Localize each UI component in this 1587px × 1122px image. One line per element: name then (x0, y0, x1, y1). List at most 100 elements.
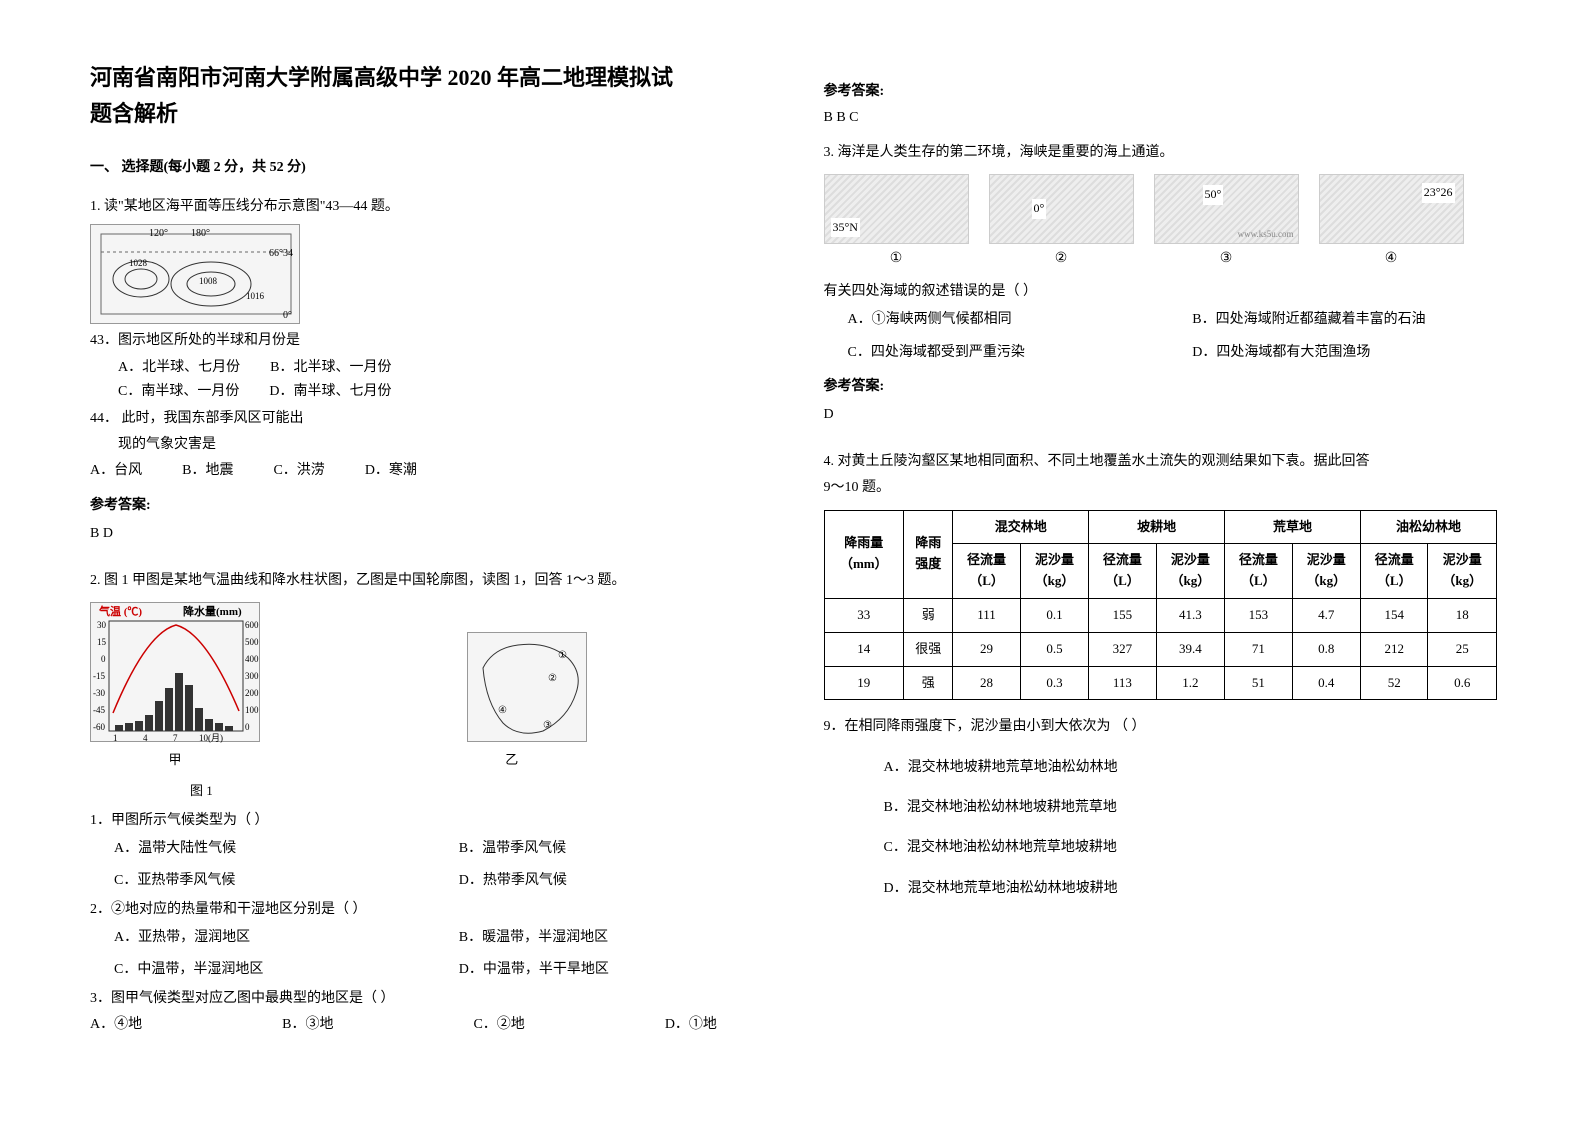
china-map-placeholder: ① ② ③ ④ (467, 632, 587, 742)
right-column: 参考答案: B B C 3. 海洋是人类生存的第二环境，海峡是重要的海上通道。 … (824, 60, 1498, 1082)
sub-runoff-3: 径流量（L） (1225, 544, 1292, 599)
table-cell: 52 (1361, 666, 1428, 700)
table-cell: 很强 (904, 632, 953, 666)
col-intensity: 降雨 强度 (904, 510, 953, 598)
svg-text:15: 15 (97, 637, 107, 647)
q1-stem: 1. 读"某地区海平面等压线分布示意图"43—44 题。 (90, 196, 764, 218)
watermark: www.ks5u.com (1238, 227, 1294, 241)
table-row: 33弱1110.115541.31534.715418 (824, 598, 1497, 632)
svg-text:500: 500 (245, 637, 259, 647)
q3-stem: 3. 海洋是人类生存的第二环境，海峡是重要的海上通道。 (824, 142, 1498, 164)
q2-3-opt-b: B．③地 (282, 1014, 333, 1036)
col-grassland: 荒草地 (1225, 510, 1361, 544)
q2-2-opt-a: A．亚热带，湿润地区 (114, 927, 419, 949)
contour-map-svg: 120° 180° 66°34 0° 1028 1008 1016 (91, 224, 299, 324)
sub-runoff-4: 径流量（L） (1361, 544, 1428, 599)
svg-text:66°34: 66°34 (269, 248, 293, 259)
q2-3-opt-a: A．④地 (90, 1014, 142, 1036)
q3-options: A．①海峡两侧气候都相同 B．四处海域附近都蕴藏着丰富的石油 C．四处海域都受到… (848, 309, 1498, 364)
question-3: 3. 海洋是人类生存的第二环境，海峡是重要的海上通道。 35°N ① 0° ② … (824, 138, 1498, 431)
q2-sub2: 2．②地对应的热量带和干湿地区分别是（ ） (90, 899, 764, 921)
q3-opt-c: C．四处海域都受到严重污染 (848, 342, 1153, 364)
strait-1-block: 35°N ① (824, 174, 969, 270)
q1-sub43: 43．图示地区所处的半球和月份是 (90, 330, 764, 352)
climate-chart-svg: 气温 (℃) 降水量(mm) 3015 0-15 -30-45 -60 6005… (91, 603, 261, 743)
strait-4-block: 23°26 ④ (1319, 174, 1464, 270)
table-cell: 51 (1225, 666, 1292, 700)
q2-3-opt-d: D．①地 (665, 1014, 717, 1036)
q2-sub1-options: A．温带大陆性气候 B．温带季风气候 C．亚热带季风气候 D．热带季风气候 (114, 838, 764, 893)
q1-43-opt-a: A．北半球、七月份 (118, 357, 240, 379)
svg-text:400: 400 (245, 654, 259, 664)
sub-runoff-2: 径流量（L） (1089, 544, 1156, 599)
question-1: 1. 读"某地区海平面等压线分布示意图"43—44 题。 120° 180° 6… (90, 192, 764, 550)
question-2: 2. 图 1 甲图是某地气温曲线和降水柱状图，乙图是中国轮廓图，读图 1，回答 … (90, 566, 764, 1039)
svg-text:1016: 1016 (246, 291, 265, 301)
q2-sub3: 3．图甲气候类型对应乙图中最典型的地区是（ ） (90, 988, 764, 1010)
svg-text:0: 0 (245, 722, 250, 732)
q1-answer: B D (90, 523, 764, 545)
table-body: 33弱1110.115541.31534.71541814很强290.53273… (824, 598, 1497, 699)
q2-sub2-options: A．亚热带，湿润地区 B．暖温带，半湿润地区 C．中温带，半湿润地区 D．中温带… (114, 927, 764, 982)
svg-text:10(月): 10(月) (199, 733, 223, 743)
caption-jia: 甲 (168, 750, 181, 771)
table-cell: 0.5 (1020, 632, 1088, 666)
table-cell: 41.3 (1156, 598, 1224, 632)
svg-text:180°: 180° (191, 228, 210, 239)
q2-2-opt-b: B．暖温带，半湿润地区 (459, 927, 764, 949)
col-slope-farm: 坡耕地 (1089, 510, 1225, 544)
q3-opt-b: B．四处海域附近都蕴藏着丰富的石油 (1192, 309, 1497, 331)
q4-9-opt-b: B．混交林地油松幼林地坡耕地荒草地 (884, 797, 1498, 819)
q1-44-opt-b: B．地震 (182, 460, 233, 482)
table-cell: 4.7 (1292, 598, 1360, 632)
strait-1-label: ① (824, 248, 969, 270)
contour-map-placeholder: 120° 180° 66°34 0° 1028 1008 1016 (90, 224, 300, 324)
table-cell: 0.4 (1292, 666, 1360, 700)
svg-text:1: 1 (113, 733, 118, 743)
table-cell: 155 (1089, 598, 1156, 632)
q4-stem-1: 4. 对黄土丘陵沟壑区某地相同面积、不同土地覆盖水土流失的观测结果如下袁。据此回… (824, 451, 1498, 473)
sub-sed-3: 泥沙量（kg） (1292, 544, 1360, 599)
svg-text:600: 600 (245, 620, 259, 630)
svg-text:0: 0 (101, 654, 106, 664)
q3-answer-label: 参考答案: (824, 376, 1498, 398)
sub-sed-4: 泥沙量（kg） (1428, 544, 1497, 599)
q2-3-opt-c: C．②地 (473, 1014, 524, 1036)
sub-sed-2: 泥沙量（kg） (1156, 544, 1224, 599)
table-cell: 1.2 (1156, 666, 1224, 700)
table-cell: 19 (824, 666, 904, 700)
svg-text:降水量(mm): 降水量(mm) (183, 604, 242, 618)
q4-9-opt-d: D．混交林地荒草地油松幼林地坡耕地 (884, 878, 1498, 900)
table-cell: 212 (1361, 632, 1428, 666)
strait-2-block: 0° ② (989, 174, 1134, 270)
q3-opt-d: D．四处海域都有大范围渔场 (1192, 342, 1497, 364)
svg-text:100: 100 (245, 705, 259, 715)
svg-text:4: 4 (143, 733, 148, 743)
svg-text:120°: 120° (149, 228, 168, 239)
table-cell: 113 (1089, 666, 1156, 700)
table-cell: 33 (824, 598, 904, 632)
q1-answer-label: 参考答案: (90, 495, 764, 517)
svg-text:1028: 1028 (129, 258, 148, 268)
svg-text:②: ② (548, 673, 557, 684)
q2-answer: B B C (824, 110, 1498, 126)
svg-text:1008: 1008 (199, 276, 218, 286)
sub-runoff-1: 径流量（L） (953, 544, 1020, 599)
q1-44-opt-a: A．台风 (90, 460, 142, 482)
table-cell: 153 (1225, 598, 1292, 632)
q4-9-opt-a: A．混交林地坡耕地荒草地油松幼林地 (884, 757, 1498, 779)
q2-charts: 气温 (℃) 降水量(mm) 3015 0-15 -30-45 -60 6005… (90, 596, 764, 779)
q1-43-opt-c: C．南半球、一月份 (118, 381, 239, 403)
q3-opt-a: A．①海峡两侧气候都相同 (848, 309, 1153, 331)
table-cell: 25 (1428, 632, 1497, 666)
q4-sub9-options: A．混交林地坡耕地荒草地油松幼林地 B．混交林地油松幼林地坡耕地荒草地 C．混交… (884, 757, 1498, 901)
q1-44-opt-d: D．寒潮 (365, 460, 417, 482)
q1-sub44-l2: 现的气象灾害是 (118, 434, 764, 456)
table-cell: 0.8 (1292, 632, 1360, 666)
table-cell: 强 (904, 666, 953, 700)
doc-title-2: 题含解析 (90, 96, 764, 128)
table-cell: 0.1 (1020, 598, 1088, 632)
caption-yi: 乙 (505, 750, 518, 771)
strait-4: 23°26 (1319, 174, 1464, 244)
climate-chart-placeholder: 气温 (℃) 降水量(mm) 3015 0-15 -30-45 -60 6005… (90, 602, 260, 742)
